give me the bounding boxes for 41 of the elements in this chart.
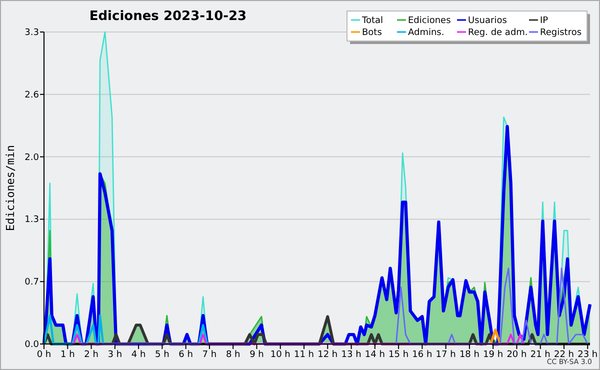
y-tick-label: 3.3 (24, 28, 39, 38)
y-tick-label: 0.0 (24, 340, 40, 350)
x-tick-label: 4 h (131, 350, 146, 360)
legend-label: Usuarios (468, 16, 508, 26)
x-tick-label: 11 h (294, 350, 314, 360)
x-tick-label: 19 h (483, 350, 504, 360)
legend-label: Ediciones (408, 16, 452, 26)
x-tick-label: 3 h (108, 350, 122, 360)
x-tick-label: 5 h (155, 350, 170, 360)
legend-label: Bots (362, 28, 382, 38)
x-tick-label: 7 h (202, 350, 217, 360)
y-axis-title: Ediciones/min (4, 144, 17, 232)
legend-label: Reg. de adm. (468, 28, 528, 38)
y-tick-label: 2.0 (24, 152, 40, 163)
x-tick-label: 13 h (341, 350, 362, 360)
x-tick-label: 22 h (554, 350, 574, 360)
x-tick-label: 8 h (226, 350, 240, 360)
y-tick-label: 1.3 (24, 215, 39, 226)
y-tick-label: 2.6 (24, 90, 40, 100)
x-tick-label: 17 h (436, 350, 456, 360)
legend-label: Registros (540, 28, 582, 38)
x-tick-label: 14 h (364, 350, 385, 360)
x-tick-label: 12 h (318, 350, 338, 360)
x-tick-label: 20 h (506, 350, 527, 360)
x-tick-label: 9 h (250, 350, 264, 360)
x-tick-label: 16 h (412, 350, 432, 360)
legend-label: IP (540, 16, 549, 26)
y-tick-label: 0.7 (24, 278, 39, 288)
x-tick-label: 15 h (388, 350, 409, 360)
x-tick-label: 6 h (178, 350, 193, 360)
x-tick-label: 1 h (60, 350, 75, 360)
x-tick-label: 10 h (270, 350, 290, 360)
x-tick-label: 18 h (459, 350, 480, 360)
legend-label: Admins. (408, 28, 444, 38)
x-tick-label: 21 h (530, 350, 550, 360)
x-tick-label: 23 h (578, 350, 598, 360)
legend-label: Total (361, 16, 384, 26)
x-tick-label: 2 h (84, 350, 98, 360)
line-series (395, 268, 588, 345)
x-tick-label: 0 h (36, 350, 52, 360)
chart-title: Ediciones 2023-10-23 (89, 9, 247, 24)
